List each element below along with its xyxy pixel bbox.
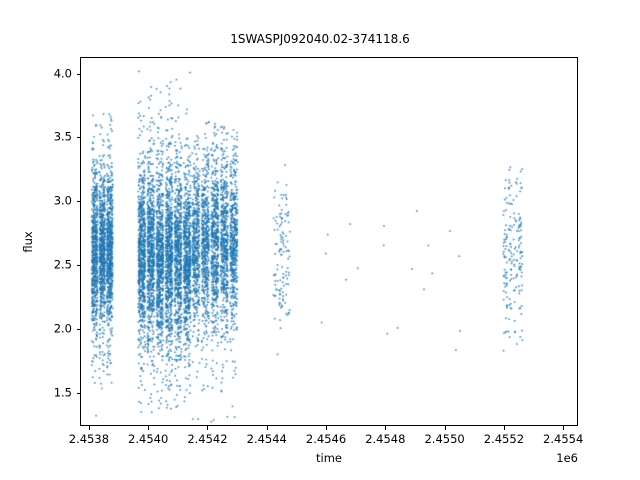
plot-axes: 2.4538 2.4540 2.4542 2.4544 2.4546 2.4548 2.45… [21,57,583,465]
y-tick-mark [76,265,80,267]
y-tick-label: 3.5 [53,129,72,144]
y-tick-label: 3.0 [53,193,72,208]
scatter-plot-canvas [80,57,578,426]
x-tick-mark [444,426,446,430]
y-tick-mark [76,137,80,139]
x-tick-mark [503,426,505,430]
x-tick-label: 2.4554 [543,432,584,446]
x-axis-label: time [316,451,342,465]
y-tick-label: 2.5 [53,257,72,272]
y-tick-mark [76,328,80,330]
x-tick-mark [385,426,387,430]
x-tick-label: 2.4550 [424,432,465,446]
x-tick-mark [207,426,209,430]
y-axis-label: flux [21,230,36,253]
y-tick-label: 2.0 [53,321,72,336]
x-tick-label: 2.4544 [246,432,287,446]
x-tick-label: 2.4546 [305,432,347,446]
y-tick-mark [76,73,80,75]
x-axis-offset-text: 1e6 [556,451,578,465]
x-tick-mark [326,426,328,430]
y-tick-mark [76,392,80,394]
x-tick-mark [563,426,565,430]
x-tick-label: 2.4552 [483,432,525,446]
x-tick-mark [266,426,268,430]
x-tick-label: 2.4540 [128,432,169,446]
page-title: 1SWASPJ092040.02-374118.6 [230,32,410,46]
x-tick-label: 2.4538 [68,432,110,446]
x-tick-label: 2.4548 [365,432,406,446]
x-tick-mark [88,426,90,430]
y-tick-label: 1.5 [53,385,72,400]
x-tick-label: 2.4542 [187,432,228,446]
x-tick-mark [148,426,150,430]
y-tick-mark [76,201,80,203]
y-tick-label: 4.0 [53,66,72,81]
